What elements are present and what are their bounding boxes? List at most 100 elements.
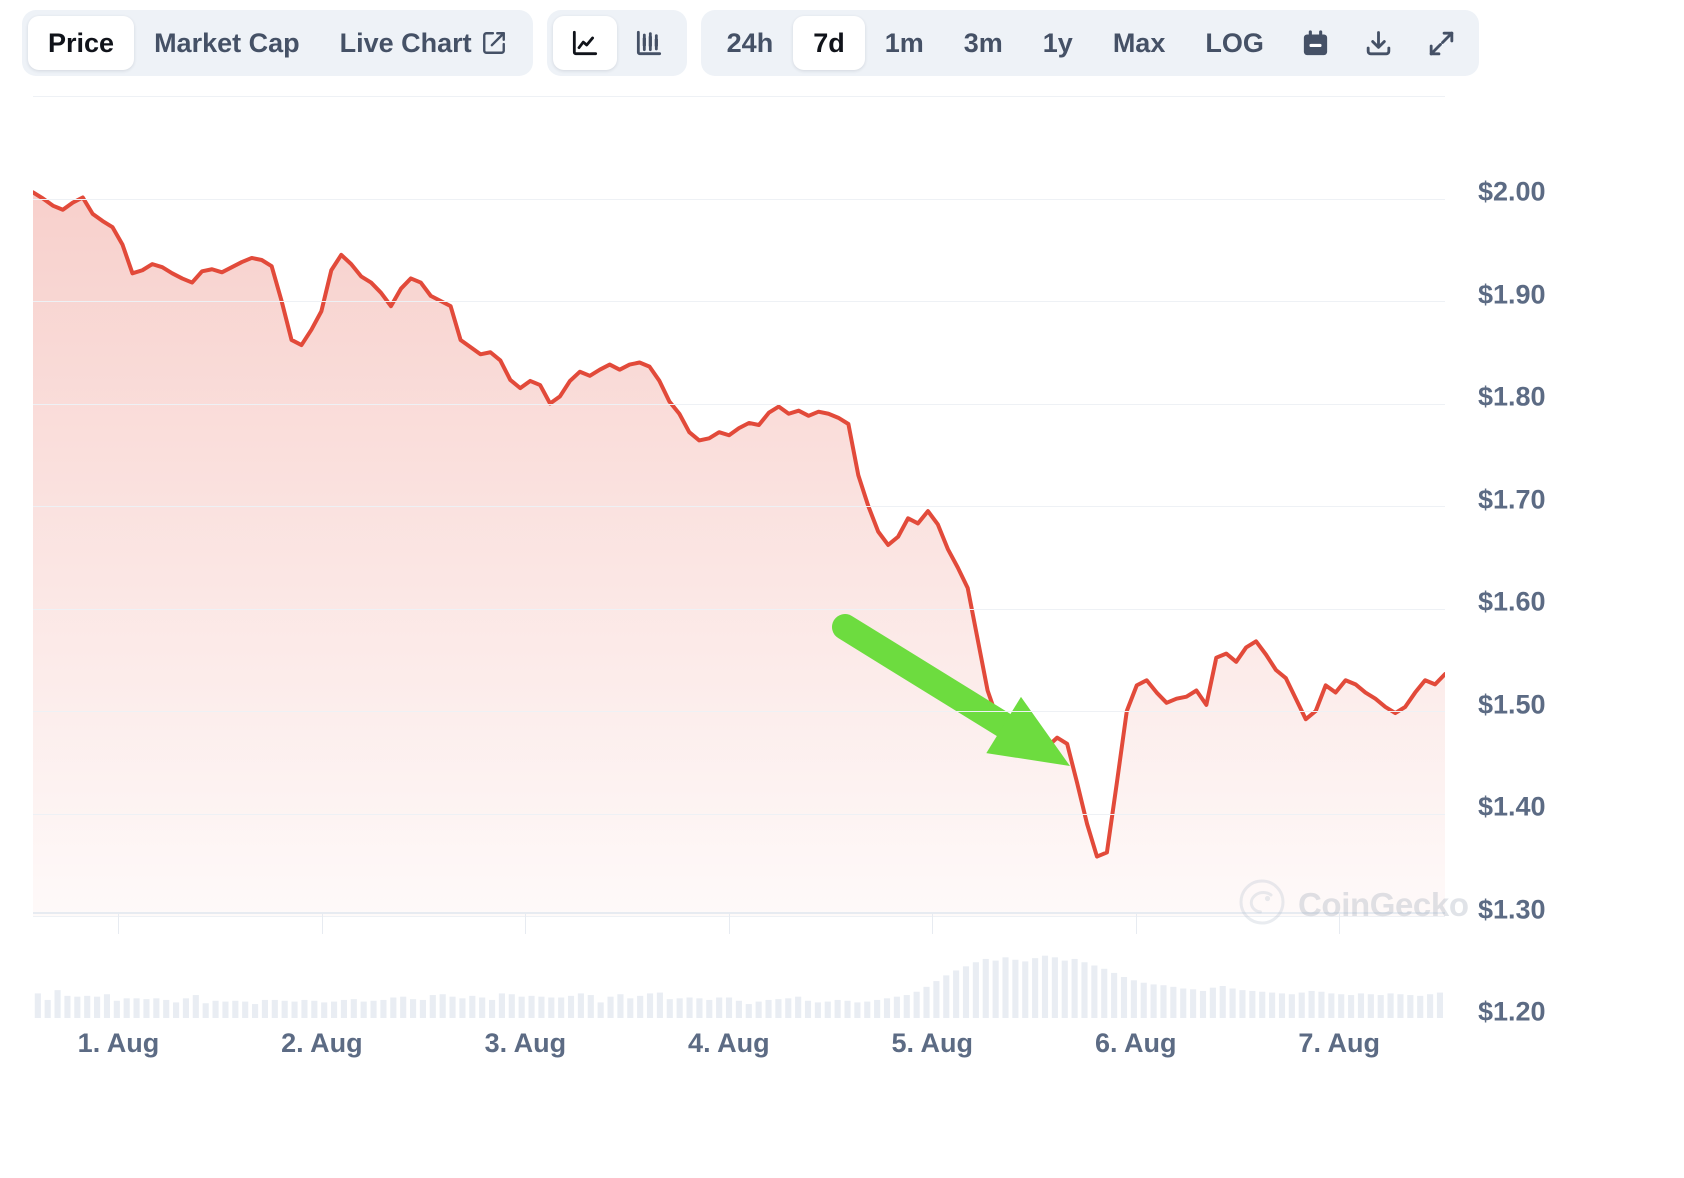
- volume-bar: [1002, 957, 1009, 1018]
- volume-bar: [864, 1001, 871, 1018]
- range-1y[interactable]: 1y: [1023, 16, 1093, 70]
- x-axis-tick-label: 4. Aug: [688, 1028, 770, 1058]
- gridline: [33, 711, 1445, 712]
- gridline: [33, 916, 1445, 917]
- volume-bar: [656, 992, 663, 1018]
- price-plot-area[interactable]: [33, 96, 1445, 917]
- volume-bar: [488, 999, 496, 1018]
- range-24h[interactable]: 24h: [707, 16, 794, 70]
- volume-bar: [844, 1000, 851, 1018]
- volume-bar: [1111, 972, 1118, 1018]
- volume-bar: [1150, 984, 1157, 1018]
- volume-bar: [311, 1000, 318, 1018]
- y-axis-tick-label: $1.80: [1478, 381, 1546, 412]
- chart-canvas[interactable]: $2.00 $1.90 $1.80 $1.70 $1.60 $1.50 $1.40 $1.30…: [0, 96, 1684, 1178]
- range-3m-label: 3m: [963, 27, 1003, 58]
- tab-market-cap[interactable]: Market Cap: [134, 16, 320, 70]
- volume-bar: [1180, 988, 1187, 1018]
- volume-bar: [360, 1001, 367, 1018]
- volume-bar: [291, 1001, 298, 1018]
- tab-live-chart[interactable]: Live Chart: [320, 16, 527, 70]
- volume-bar: [1032, 958, 1039, 1018]
- volume-bar: [538, 996, 545, 1018]
- volume-bar: [992, 960, 999, 1018]
- volume-bar: [1308, 990, 1315, 1018]
- volume-bar: [350, 999, 357, 1018]
- volume-bar: [1407, 995, 1414, 1018]
- volume-bar: [676, 998, 683, 1018]
- range-log-toggle[interactable]: LOG: [1185, 16, 1284, 70]
- volume-bar: [370, 1000, 377, 1018]
- range-max[interactable]: Max: [1093, 16, 1186, 70]
- volume-bar: [1041, 955, 1049, 1018]
- gridline: [33, 813, 1445, 815]
- volume-bar: [1219, 986, 1226, 1018]
- x-axis-tick-label: 1. Aug: [77, 1028, 160, 1058]
- volume-bar: [173, 1002, 180, 1018]
- y-axis-tick-label: $1.70: [1478, 484, 1546, 514]
- y-axis-tick-label: $1.60: [1478, 586, 1546, 617]
- volume-bar: [923, 986, 930, 1018]
- volume-bar: [567, 995, 575, 1018]
- y-axis-tick-label: $1.20: [1478, 996, 1546, 1027]
- download-icon: [1363, 28, 1394, 59]
- volume-bar: [182, 998, 190, 1018]
- volume-bar: [232, 1000, 239, 1018]
- volume-bar: [390, 997, 397, 1018]
- volume-bar: [1259, 991, 1266, 1018]
- range-24h-label: 24h: [726, 27, 774, 58]
- volume-bar: [84, 995, 91, 1018]
- download-chart-button[interactable]: [1347, 16, 1410, 70]
- chart-type-candlestick[interactable]: [617, 16, 681, 70]
- volume-bar: [123, 998, 130, 1018]
- x-axis-tick: [1339, 912, 1341, 934]
- volume-bar: [1071, 958, 1078, 1018]
- x-axis-tick-label: 7. Aug: [1298, 1028, 1380, 1058]
- candlestick-chart-icon: [633, 27, 665, 59]
- volume-bar: [459, 998, 466, 1018]
- range-1m[interactable]: 1m: [865, 16, 944, 70]
- x-axis-tick: [728, 912, 730, 934]
- tab-price-label: Price: [48, 27, 115, 58]
- range-7d-label: 7d: [813, 27, 845, 58]
- volume-bar: [637, 995, 644, 1018]
- volume-bar: [1298, 992, 1305, 1018]
- volume-bar: [1328, 993, 1335, 1018]
- fullscreen-button[interactable]: [1410, 16, 1473, 70]
- volume-bar: [1160, 985, 1167, 1018]
- volume-bar: [982, 958, 989, 1018]
- volume-bar: [706, 999, 713, 1018]
- volume-bar: [469, 995, 476, 1018]
- volume-bar: [745, 1004, 752, 1018]
- volume-bar: [439, 994, 446, 1018]
- date-range-picker-button[interactable]: [1284, 16, 1347, 70]
- x-axis-tick: [321, 912, 323, 934]
- range-3m[interactable]: 3m: [944, 16, 1023, 70]
- price-line: [33, 190, 1445, 859]
- tab-price[interactable]: Price: [28, 16, 135, 70]
- volume-bar: [1397, 994, 1404, 1018]
- volume-bar: [617, 994, 624, 1018]
- range-7d[interactable]: 7d: [793, 16, 865, 70]
- volume-bar: [1367, 994, 1374, 1018]
- volume-bar: [1130, 980, 1137, 1018]
- gridline: [33, 506, 1445, 507]
- volume-bar: [1170, 986, 1177, 1018]
- range-log-label: LOG: [1205, 27, 1264, 58]
- volume-bar: [64, 995, 71, 1018]
- coingecko-watermark-text: CoinGecko: [1298, 885, 1469, 923]
- volume-bar: [1427, 994, 1434, 1018]
- volume-bar: [133, 998, 140, 1018]
- volume-bar: [1199, 990, 1207, 1018]
- volume-bar: [1288, 994, 1295, 1018]
- volume-bar: [1190, 989, 1197, 1018]
- chart-type-line[interactable]: [552, 16, 617, 70]
- x-axis-tick-label: 5. Aug: [891, 1028, 974, 1058]
- volume-bar: [775, 999, 782, 1018]
- volume-bar: [429, 995, 436, 1018]
- volume-bar: [1387, 993, 1394, 1018]
- volume-bar: [1061, 960, 1068, 1018]
- metric-tab-group: Price Market Cap Live Chart: [22, 10, 533, 76]
- volume-bar: [192, 995, 199, 1018]
- volume-bar: [44, 999, 51, 1018]
